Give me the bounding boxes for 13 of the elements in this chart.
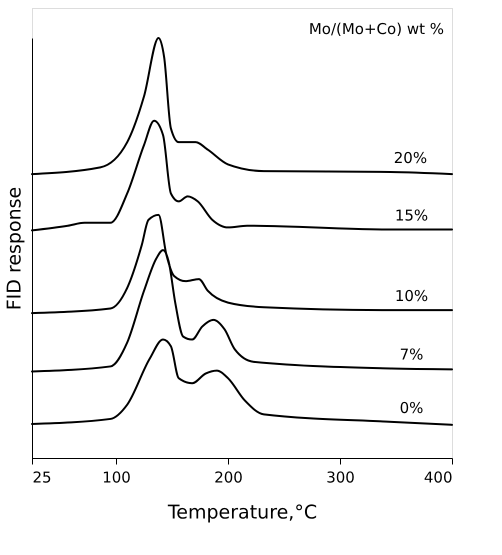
legend-title: Mo/(Mo+Co) wt % [308,20,444,38]
x-tick-label: 300 [326,468,355,486]
series-label: 15% [394,206,428,225]
series-label: 10% [394,287,428,306]
series-label: 20% [394,148,428,167]
x-tick-label: 100 [102,468,131,486]
x-tick-label: 200 [214,468,243,486]
x-tick-label: 25 [32,468,52,486]
x-tick-label: 400 [424,468,452,486]
series-label: 7% [400,346,424,364]
y-axis-title: FID response [4,186,26,310]
x-axis-title: Temperature,°C [166,502,318,524]
series-label: 0% [400,398,424,417]
